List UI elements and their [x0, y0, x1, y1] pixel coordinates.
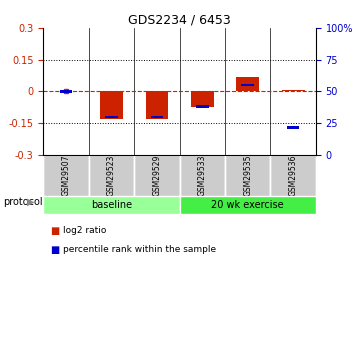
- Text: baseline: baseline: [91, 200, 132, 210]
- Bar: [43, 155, 89, 196]
- Bar: [287, 126, 299, 128]
- Text: GSM29523: GSM29523: [107, 155, 116, 196]
- Bar: [60, 90, 72, 93]
- Text: GSM29507: GSM29507: [61, 155, 70, 196]
- Text: GSM29529: GSM29529: [152, 155, 161, 196]
- Bar: [270, 155, 316, 196]
- Text: log2 ratio: log2 ratio: [63, 226, 106, 235]
- Bar: [105, 116, 118, 118]
- Text: GSM29533: GSM29533: [198, 155, 207, 196]
- Text: ■: ■: [51, 226, 60, 236]
- Text: ■: ■: [51, 245, 60, 255]
- Bar: [236, 77, 259, 91]
- Bar: [242, 83, 254, 86]
- Title: GDS2234 / 6453: GDS2234 / 6453: [128, 13, 231, 27]
- Bar: [180, 155, 225, 196]
- Bar: [196, 105, 209, 108]
- Text: GSM29536: GSM29536: [289, 155, 298, 196]
- Bar: [180, 196, 316, 214]
- Bar: [282, 90, 305, 91]
- Text: 20 wk exercise: 20 wk exercise: [212, 200, 284, 210]
- Text: GSM29535: GSM29535: [243, 155, 252, 196]
- Text: percentile rank within the sample: percentile rank within the sample: [63, 245, 216, 254]
- Bar: [151, 116, 163, 118]
- Bar: [225, 155, 270, 196]
- Bar: [191, 91, 214, 107]
- Bar: [43, 196, 179, 214]
- Text: ▶: ▶: [27, 197, 34, 207]
- Bar: [100, 91, 123, 119]
- Text: protocol: protocol: [4, 197, 43, 207]
- Bar: [134, 155, 179, 196]
- Bar: [145, 91, 168, 119]
- Bar: [89, 155, 134, 196]
